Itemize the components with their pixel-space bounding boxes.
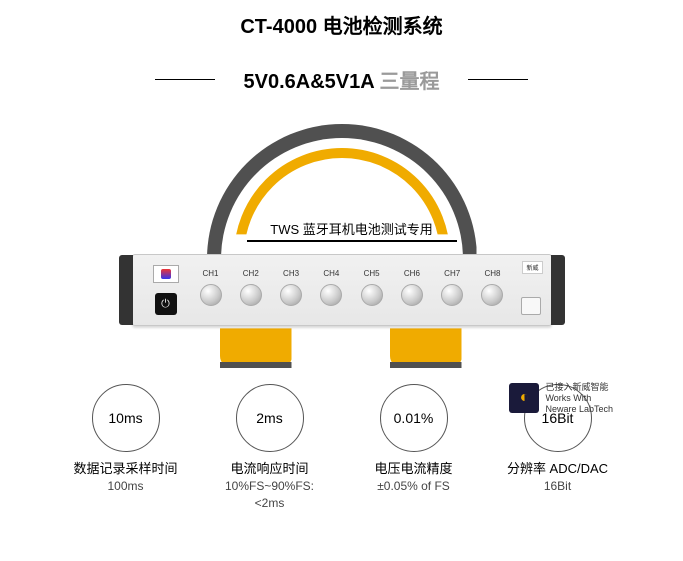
labtech-badge: ◐ 已接入新威智能 Works With Neware LabTech bbox=[509, 382, 613, 414]
spec-circle: 0.01% bbox=[380, 384, 448, 452]
channel: CH6 bbox=[394, 269, 430, 306]
labtech-badge-text: 已接入新威智能 Works With Neware LabTech bbox=[545, 382, 613, 414]
divider-right bbox=[468, 79, 528, 80]
channel-label: CH7 bbox=[434, 269, 470, 278]
spec-label: 电压电流精度 bbox=[359, 460, 469, 478]
device-chassis: ⏻ 新威 CH1 CH2 CH3 CH4 CH5 CH6 CH7 CH8 bbox=[132, 254, 552, 326]
spec-sub2: <2ms bbox=[215, 495, 325, 512]
subtitle-main: 5V0.6A&5V1A bbox=[243, 71, 373, 93]
spec-sub: ±0.05% of FS bbox=[359, 478, 469, 495]
channel-knob bbox=[200, 284, 222, 306]
channel-label: CH8 bbox=[474, 269, 510, 278]
device-port bbox=[521, 297, 541, 315]
device-logo: 新威 bbox=[522, 261, 542, 274]
tws-label: TWS 蓝牙耳机电池测试专用 bbox=[247, 219, 457, 242]
page-title: CT-4000 电池检测系统 bbox=[0, 10, 683, 39]
device-screen bbox=[153, 265, 179, 283]
spec-item: 10ms 数据记录采样时间 100ms bbox=[71, 384, 181, 512]
subtitle-grey: 三量程 bbox=[380, 71, 440, 93]
spec-item: 2ms 电流响应时间 10%FS~90%FS: <2ms bbox=[215, 384, 325, 512]
spec-circle: 10ms bbox=[92, 384, 160, 452]
power-button-icon: ⏻ bbox=[155, 293, 177, 315]
channel: CH7 bbox=[434, 269, 470, 306]
channel-label: CH3 bbox=[273, 269, 309, 278]
hero-illustration: TWS 蓝牙耳机电池测试专用 ⏻ 新威 CH1 CH2 CH3 CH4 CH5 … bbox=[102, 114, 582, 374]
spec-sub: 16Bit bbox=[503, 478, 613, 495]
badge-line3: Neware LabTech bbox=[545, 404, 613, 415]
channel: CH8 bbox=[474, 269, 510, 306]
spec-circle: 2ms bbox=[236, 384, 304, 452]
channel-label: CH2 bbox=[233, 269, 269, 278]
channel-knob bbox=[441, 284, 463, 306]
channel-knob bbox=[481, 284, 503, 306]
channel-label: CH1 bbox=[193, 269, 229, 278]
subtitle: 5V0.6A&5V1A 三量程 bbox=[243, 65, 439, 94]
labtech-badge-icon: ◐ bbox=[509, 383, 539, 413]
channel: CH1 bbox=[193, 269, 229, 306]
spec-label: 电流响应时间 bbox=[215, 460, 325, 478]
channel-knob bbox=[361, 284, 383, 306]
channel-label: CH6 bbox=[394, 269, 430, 278]
spec-item: 0.01% 电压电流精度 ±0.05% of FS bbox=[359, 384, 469, 512]
channel-label: CH4 bbox=[313, 269, 349, 278]
spec-sub: 100ms bbox=[71, 478, 181, 495]
channel-knob bbox=[280, 284, 302, 306]
spec-label: 分辨率 ADC/DAC bbox=[503, 460, 613, 478]
channel-row: CH1 CH2 CH3 CH4 CH5 CH6 CH7 CH8 bbox=[193, 269, 511, 306]
channel-knob bbox=[401, 284, 423, 306]
badge-line1: 已接入新威智能 bbox=[545, 382, 613, 393]
channel-knob bbox=[320, 284, 342, 306]
product-sheet: CT-4000 电池检测系统 5V0.6A&5V1A 三量程 TWS 蓝牙耳机电… bbox=[0, 0, 683, 512]
subtitle-row: 5V0.6A&5V1A 三量程 bbox=[0, 65, 683, 94]
channel: CH4 bbox=[313, 269, 349, 306]
channel: CH2 bbox=[233, 269, 269, 306]
channel-label: CH5 bbox=[354, 269, 390, 278]
channel: CH5 bbox=[354, 269, 390, 306]
spec-sub: 10%FS~90%FS: bbox=[215, 478, 325, 495]
badge-line2: Works With bbox=[545, 393, 613, 404]
spec-label: 数据记录采样时间 bbox=[71, 460, 181, 478]
channel-knob bbox=[240, 284, 262, 306]
channel: CH3 bbox=[273, 269, 309, 306]
divider-left bbox=[155, 79, 215, 80]
